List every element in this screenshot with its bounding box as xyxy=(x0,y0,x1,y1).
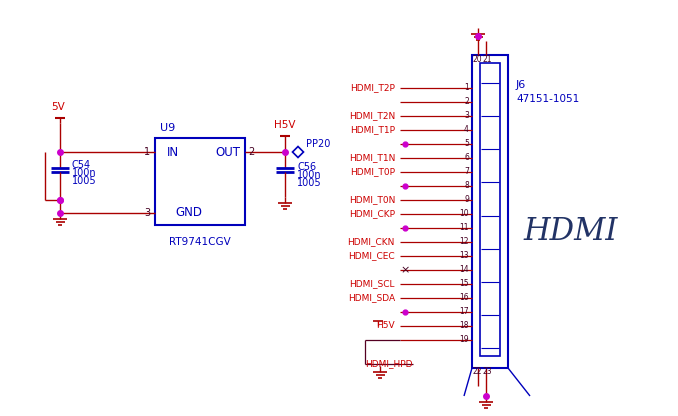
Text: HDMI_T1P: HDMI_T1P xyxy=(350,126,395,134)
Text: 21: 21 xyxy=(482,54,492,64)
Text: HDMI_HPD: HDMI_HPD xyxy=(365,359,412,369)
Text: 3: 3 xyxy=(464,111,469,121)
Text: 22: 22 xyxy=(473,367,482,376)
Text: IN: IN xyxy=(167,146,179,158)
Text: 17: 17 xyxy=(460,307,469,317)
Bar xyxy=(155,138,245,225)
Text: 1005: 1005 xyxy=(297,178,321,188)
Text: 47151-1051: 47151-1051 xyxy=(516,94,579,104)
Text: H5V: H5V xyxy=(376,322,395,330)
Text: GND: GND xyxy=(175,206,202,220)
Text: OUT: OUT xyxy=(215,146,240,158)
Text: 20: 20 xyxy=(472,54,482,64)
Text: 5V: 5V xyxy=(51,102,65,112)
Text: 16: 16 xyxy=(460,294,469,302)
Text: HDMI_CKN: HDMI_CKN xyxy=(348,238,395,247)
Text: 18: 18 xyxy=(460,322,469,330)
Text: 4: 4 xyxy=(464,126,469,134)
Text: 2: 2 xyxy=(464,97,469,106)
Bar xyxy=(480,63,500,356)
Text: HDMI: HDMI xyxy=(523,215,618,247)
Text: 12: 12 xyxy=(460,238,469,247)
Text: HDMI_SDA: HDMI_SDA xyxy=(348,294,395,302)
Text: HDMI_T2P: HDMI_T2P xyxy=(350,84,395,92)
Text: HDMI_T0P: HDMI_T0P xyxy=(350,168,395,176)
Text: 5: 5 xyxy=(464,139,469,149)
Text: 100n: 100n xyxy=(297,170,321,180)
Text: C54: C54 xyxy=(72,160,91,170)
Text: 1: 1 xyxy=(144,147,150,157)
Text: ×: × xyxy=(400,265,410,275)
Text: 10: 10 xyxy=(460,210,469,218)
Text: 13: 13 xyxy=(460,252,469,260)
Text: 15: 15 xyxy=(460,280,469,289)
Text: 1005: 1005 xyxy=(72,176,97,186)
Text: 8: 8 xyxy=(464,181,469,191)
Text: J6: J6 xyxy=(516,80,526,90)
Text: 100n: 100n xyxy=(72,168,97,178)
Text: H5V: H5V xyxy=(274,120,296,130)
Text: 14: 14 xyxy=(460,265,469,275)
Text: HDMI_T2N: HDMI_T2N xyxy=(348,111,395,121)
Text: U9: U9 xyxy=(160,123,175,133)
Text: 3: 3 xyxy=(144,208,150,218)
Text: 9: 9 xyxy=(464,196,469,205)
Bar xyxy=(472,55,508,368)
Text: PP20: PP20 xyxy=(306,139,330,149)
Text: HDMI_CKP: HDMI_CKP xyxy=(349,210,395,218)
Text: 6: 6 xyxy=(464,154,469,163)
Text: HDMI_SCL: HDMI_SCL xyxy=(349,280,395,289)
Text: HDMI_T1N: HDMI_T1N xyxy=(348,154,395,163)
Text: 11: 11 xyxy=(460,223,469,233)
Text: 19: 19 xyxy=(460,335,469,344)
Text: C56: C56 xyxy=(297,162,316,172)
Text: 23: 23 xyxy=(482,367,492,376)
Text: 1: 1 xyxy=(464,84,469,92)
Text: RT9741CGV: RT9741CGV xyxy=(169,237,231,247)
Text: 2: 2 xyxy=(248,147,254,157)
Text: HDMI_CEC: HDMI_CEC xyxy=(348,252,395,260)
Text: 7: 7 xyxy=(464,168,469,176)
Text: HDMI_T0N: HDMI_T0N xyxy=(348,196,395,205)
